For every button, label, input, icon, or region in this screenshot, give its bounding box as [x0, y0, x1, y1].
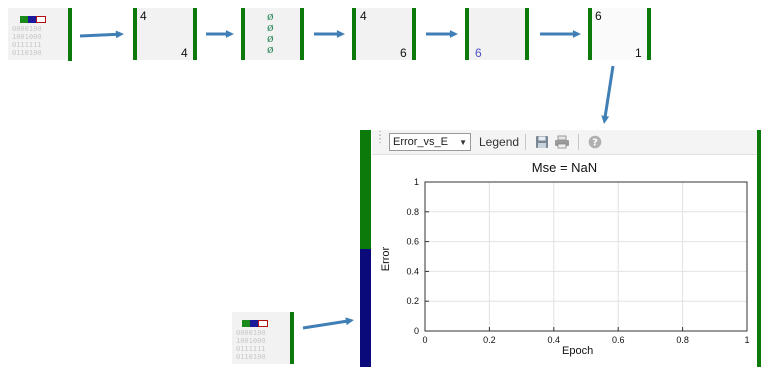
- dense-layer-1[interactable]: [137, 8, 193, 60]
- x-tick-label: 0.8: [676, 335, 689, 345]
- activation-layer[interactable]: [245, 8, 300, 60]
- y-tick-label: 0.4: [406, 266, 419, 276]
- dense2-input-count: 4: [360, 9, 367, 23]
- x-tick-label: 0: [422, 335, 427, 345]
- chart-prediction-input-port[interactable]: [360, 130, 371, 249]
- x-tick-label: 0.2: [483, 335, 496, 345]
- plot-type-select[interactable]: Error_vs_E ▼: [389, 133, 471, 151]
- arrow-head: [115, 30, 124, 39]
- dense-layer-2[interactable]: [356, 8, 412, 60]
- svg-text:?: ?: [592, 138, 598, 149]
- input-bit-pattern: 0000100 1001000 0111111 0110100: [12, 25, 42, 57]
- target-bit-pattern: 0000100 1001000 0111111 0110100: [236, 329, 266, 361]
- dense2-output-port[interactable]: [412, 8, 416, 60]
- toolbar-separator: [525, 134, 527, 150]
- activation-symbol: ø: [267, 10, 274, 23]
- dense1-input-count: 4: [140, 9, 147, 23]
- toolbar-grip-icon[interactable]: ⋮ ⋮: [375, 130, 385, 145]
- chart-plot: 0 0.2 0.4 0.6 0.8 1 0 0.2 0.4 0.6 0.8 1: [406, 177, 749, 345]
- activation-input-port[interactable]: [241, 8, 245, 60]
- help-icon[interactable]: ?: [587, 134, 603, 150]
- arrow-head: [336, 30, 345, 38]
- error-chart: Mse = NaN 0 0.2 0.4 0.6 0.8 1 0 0.2 0.4 0.6 0.8 1 E…: [372, 155, 757, 367]
- dense2-output-count: 6: [400, 46, 407, 60]
- arrow-head: [345, 317, 354, 326]
- target-input-block[interactable]: 0000100 1001000 0111111 0110100: [232, 312, 290, 364]
- input-block[interactable]: 0000100 1001000 0111111 0110100: [8, 8, 68, 60]
- arrow-connector: [79, 32, 119, 38]
- input-output-port[interactable]: [68, 8, 72, 61]
- chart-toolbar: ⋮ ⋮ Error_vs_E ▼ Legend ?: [372, 130, 757, 155]
- y-axis-label: Error: [380, 246, 393, 272]
- input-color-icon: [20, 16, 46, 23]
- save-icon[interactable]: [534, 134, 550, 150]
- activation-symbol: ø: [267, 21, 274, 34]
- chart-title: Mse = NaN: [531, 160, 598, 175]
- activation-output-port[interactable]: [300, 8, 304, 60]
- dense1-output-count: 4: [181, 46, 188, 60]
- arrow-connector: [603, 65, 615, 119]
- dense2-input-port[interactable]: [352, 8, 356, 60]
- arrow-head: [449, 30, 458, 38]
- legend-button[interactable]: Legend: [479, 135, 520, 149]
- plot-frame: [424, 181, 748, 332]
- curve-input-port[interactable]: [465, 8, 469, 60]
- plot-type-value: Error_vs_E: [393, 136, 449, 148]
- chart-output-port[interactable]: [757, 130, 761, 367]
- arrow-head: [225, 30, 234, 38]
- dense1-output-port[interactable]: [193, 8, 197, 60]
- y-tick-label: 0: [414, 326, 419, 336]
- target-color-icon: [242, 320, 268, 327]
- y-tick-label: 0.8: [406, 207, 419, 217]
- dense1-input-port[interactable]: [133, 8, 137, 60]
- x-tick-label: 1: [744, 335, 749, 345]
- curve-output-port[interactable]: [525, 8, 529, 60]
- arrow-head: [601, 115, 610, 124]
- arrow-connector: [302, 319, 349, 330]
- print-icon[interactable]: [554, 134, 570, 150]
- activation-symbol: ø: [267, 32, 274, 45]
- chevron-down-icon: ▼: [459, 137, 467, 147]
- output-input-count: 6: [595, 9, 602, 23]
- arrow-head: [572, 30, 581, 38]
- activation-curve-layer[interactable]: [469, 8, 525, 60]
- output-output-count: 1: [635, 46, 642, 60]
- activation-symbol: ø: [267, 43, 274, 56]
- output-layer[interactable]: [592, 8, 647, 60]
- x-axis-label: Epoch: [562, 345, 594, 357]
- y-tick-label: 0.2: [406, 296, 419, 306]
- y-tick-label: 0.6: [406, 237, 419, 247]
- target-output-port[interactable]: [290, 312, 294, 364]
- output-layer-output-port[interactable]: [647, 8, 651, 60]
- curve-output-count: 6: [475, 46, 482, 60]
- toolbar-separator: [578, 134, 580, 150]
- output-layer-input-port[interactable]: [588, 8, 592, 60]
- x-tick-label: 0.4: [548, 335, 561, 345]
- x-tick-label: 0.6: [612, 335, 625, 345]
- chart-target-input-port[interactable]: [360, 249, 371, 367]
- y-tick-label: 1: [414, 177, 419, 187]
